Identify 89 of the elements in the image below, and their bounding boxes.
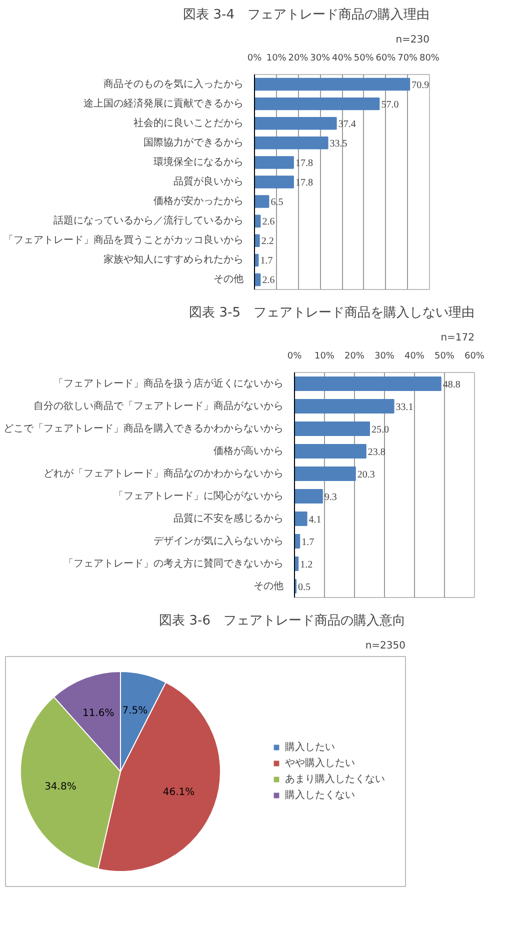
bar [254,195,270,208]
y-tick-label: 環境保全になるから [154,156,244,168]
y-tick-label: 自分の欲しい商品で「フェアトレード」商品がないから [34,400,284,412]
data-label: 70.9 [412,80,430,91]
bar [294,376,442,391]
legend-label: 購入したくない [285,788,355,802]
data-label: 0.5 [298,582,310,593]
data-label: 25.0 [372,424,389,436]
bar [254,234,260,247]
y-tick-label: 価格が高いから [214,444,284,457]
bar [294,489,323,504]
data-label: 23.8 [368,446,386,458]
data-label: 9.3 [324,492,337,503]
x-tick-label: 50% [354,54,374,64]
y-tick-label: どこで「フェアトレード」商品を購入できるかわからないから [4,422,284,434]
y-tick-label: 「フェアトレード」商品を買うことがカッコ良いから [4,234,244,246]
bar [254,78,410,91]
y-tick-label: どれが「フェアトレード」商品なのかわからないから [44,467,284,480]
data-label: 57.0 [381,99,399,110]
bar [294,422,370,436]
chart-title: 図表 3-6 フェアトレード商品の購入意向 [159,614,406,628]
data-label: 33.5 [330,138,348,150]
x-tick-label: 10% [314,352,335,362]
y-tick-label: 商品そのものを気に入ったから [104,78,244,90]
x-tick-label: 70% [398,54,418,64]
bar [254,136,328,150]
data-label: 2.2 [261,236,274,248]
bar [254,156,294,169]
y-tick-label: デザインが気に入らないから [154,534,284,547]
x-tick-label: 40% [332,54,352,64]
data-label: 6.5 [270,197,284,208]
y-tick-label: その他 [254,580,284,592]
chart-title: 図表 3-4 フェアトレード商品の購入理由 [183,8,430,22]
legend-label: 購入したい [285,740,335,754]
data-label: 48.8 [442,379,460,390]
x-tick-label: 10% [266,54,287,64]
bar [294,399,394,414]
x-tick-label: 0% [287,352,302,362]
y-tick-label: その他 [214,273,244,286]
data-label: 46.1% [162,787,195,798]
x-tick-label: 60% [376,54,396,64]
bar [254,97,380,110]
data-label: 4.1 [308,514,322,526]
x-tick-label: 20% [344,352,365,362]
y-tick-label: 途上国の経済発展に貢献できるから [84,97,244,110]
data-label: 1.7 [260,256,273,267]
data-label: 20.3 [357,469,375,480]
y-tick-label: 「フェアトレード」の考え方に賛同できないから [64,557,284,570]
chart-title: 図表 3-5 フェアトレード商品を購入しない理由 [189,306,475,320]
data-label: 7.5% [122,706,148,717]
x-tick-label: 80% [420,54,440,64]
y-tick-label: 「フェアトレード」に関心がないから [114,490,284,502]
legend-label: あまり購入したくない [285,772,385,786]
data-label: 37.4 [338,118,356,130]
data-label: 2.6 [262,216,275,228]
bar [254,117,337,130]
y-tick-label: 国際協力ができるから [144,136,244,148]
legend-label: やや購入したい [285,756,355,770]
data-label: 33.1 [396,402,414,413]
x-tick-label: 30% [374,352,395,362]
data-label: 17.8 [295,158,313,169]
bar [254,176,294,188]
data-label: 34.8% [44,781,76,792]
bar [294,534,300,548]
bar [294,466,356,481]
data-label: 1.2 [300,559,313,570]
data-label: 1.7 [302,536,314,548]
x-tick-label: 0% [247,54,262,64]
x-tick-label: 60% [464,352,485,362]
text: n=230 [396,34,430,46]
x-tick-label: 40% [404,352,425,362]
y-tick-label: 品質に不安を感じるから [174,512,284,524]
text: n=172 [440,332,475,344]
data-label: 17.8 [295,178,313,188]
y-tick-label: 価格が安かったから [154,195,244,208]
x-tick-label: 50% [434,352,455,362]
x-tick-label: 30% [310,54,331,64]
y-tick-label: 話題になっているから／流行しているから [54,214,244,227]
y-tick-label: 品質が良いから [174,176,244,188]
data-label: 2.6 [262,275,275,286]
y-tick-label: 「フェアトレード」商品を扱う店が近くにないから [54,377,284,390]
y-tick-label: 社会的に良いことだから [134,116,244,129]
data-label: 11.6% [82,708,114,720]
bar [254,214,261,228]
bar [294,512,308,526]
bar [294,444,366,458]
y-tick-label: 家族や知人にすすめられたから [104,254,244,266]
text: n=2350 [365,640,406,652]
x-tick-label: 20% [288,54,309,64]
